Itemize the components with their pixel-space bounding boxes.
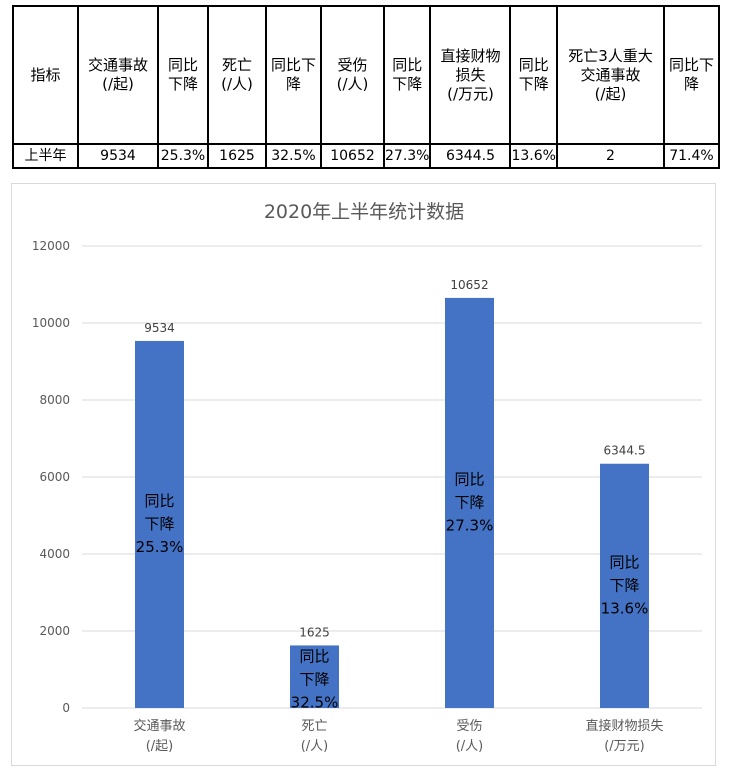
header-cell: 指标 <box>12 5 79 145</box>
table-cell: 71.4% <box>662 143 720 169</box>
bar-annotation: 下降 <box>144 515 174 533</box>
table-cell: 10652 <box>320 143 385 169</box>
bar-annotation: 27.3% <box>446 516 494 534</box>
y-tick-label: 0 <box>62 701 70 715</box>
bar-annotation: 32.5% <box>291 693 339 711</box>
table-cell: 13.6% <box>509 143 558 169</box>
y-tick-label: 12000 <box>32 239 70 253</box>
bar-annotation: 下降 <box>299 670 329 688</box>
table-cell: 27.3% <box>382 143 432 169</box>
header-cell: 同比下降 <box>157 5 209 145</box>
table-cell: 25.3% <box>157 143 209 169</box>
stats-table: 指标 交通事故 (/起) 同比 下降 死亡 (/人) 同比下降 受伤 (/人) 同比 下降… <box>12 5 720 169</box>
bar-annotation: 下降 <box>609 576 639 594</box>
table-cell: 32.5% <box>265 143 322 169</box>
x-tick-label: 死亡 <box>301 719 327 734</box>
bar <box>445 297 494 708</box>
header-cell: 受伤 (/人) <box>320 5 385 145</box>
bar <box>135 340 184 708</box>
y-tick-label: 2000 <box>39 624 70 638</box>
header-cell: 同比下降 <box>382 5 432 145</box>
bar-annotation: 同比 <box>144 492 174 510</box>
table-cell: 2 <box>555 143 665 169</box>
table-cell: 1625 <box>207 143 267 169</box>
header-cell: 同比下降 <box>662 5 720 145</box>
bar <box>600 463 649 708</box>
y-tick-label: 8000 <box>39 393 70 407</box>
header-cell: 交通事故 (/起) <box>77 5 159 145</box>
data-label: 1625 <box>299 625 330 639</box>
header-cell: 同比下降 <box>265 5 322 145</box>
table-cell: 上半年 <box>12 143 79 169</box>
chart-canvas: 2020年上半年统计数据 0 2000 4000 6000 8000 10000 12000… <box>32 201 702 754</box>
data-label: 6344.5 <box>604 444 646 458</box>
bar-chart: 2020年上半年统计数据 0 2000 4000 6000 8000 10000 12000… <box>11 183 716 766</box>
y-tick-label: 10000 <box>32 316 70 330</box>
header-cell: 死亡3人重大 交通事故 (/起) <box>555 5 665 145</box>
data-label: 9534 <box>144 321 175 335</box>
header-cell: 同比下降 <box>509 5 558 145</box>
bar-annotation: 同比 <box>454 470 484 488</box>
chart-title: 2020年上半年统计数据 <box>264 201 464 223</box>
x-tick-label: 交通事故 <box>133 718 185 734</box>
x-tick-label: 受伤 <box>456 719 482 734</box>
bar <box>290 645 339 708</box>
table-row: 上半年 9534 25.3% 1625 32.5% 10652 27.3% 63… <box>12 143 720 169</box>
bar-annotation: 25.3% <box>136 538 184 556</box>
y-tick-label: 4000 <box>39 547 70 561</box>
data-label: 10652 <box>450 278 488 292</box>
table-header-row: 指标 交通事故 (/起) 同比 下降 死亡 (/人) 同比下降 受伤 (/人) 同比 下降… <box>12 5 720 145</box>
bar-annotation: 同比 <box>609 553 639 571</box>
bar-annotation: 下降 <box>454 493 484 511</box>
x-tick-label: (/起) <box>146 739 174 754</box>
x-tick-label: (/人) <box>301 739 329 754</box>
header-cell: 直接财物 损失 (/万元) <box>429 5 512 145</box>
y-tick-label: 6000 <box>39 470 70 484</box>
table-cell: 9534 <box>77 143 159 169</box>
bar-annotation: 13.6% <box>601 599 649 617</box>
table-cell: 6344.5 <box>429 143 512 169</box>
bar-annotation: 同比 <box>299 647 329 665</box>
header-cell: 死亡 (/人) <box>207 5 267 145</box>
x-tick-label: 直接财物损失 <box>585 718 663 734</box>
x-tick-label: (/人) <box>456 739 484 754</box>
x-tick-label: (/万元) <box>604 739 645 754</box>
